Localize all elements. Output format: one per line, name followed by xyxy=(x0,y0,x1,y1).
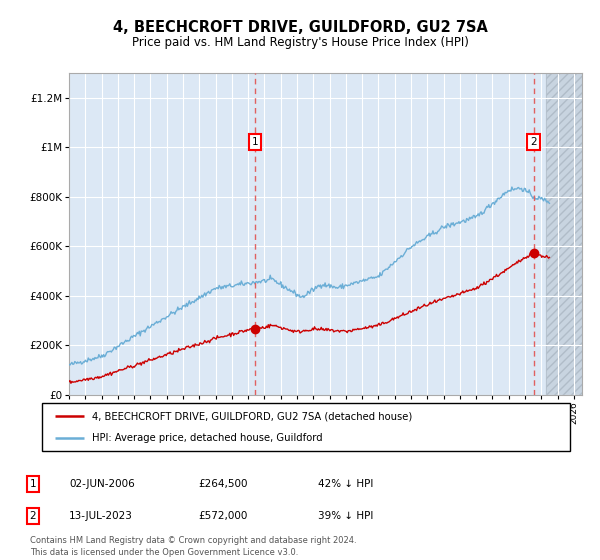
Text: HPI: Average price, detached house, Guildford: HPI: Average price, detached house, Guil… xyxy=(92,433,323,443)
Text: 1: 1 xyxy=(251,137,258,147)
Text: 2: 2 xyxy=(29,511,37,521)
FancyBboxPatch shape xyxy=(42,403,570,451)
Text: £264,500: £264,500 xyxy=(198,479,248,489)
Text: Price paid vs. HM Land Registry's House Price Index (HPI): Price paid vs. HM Land Registry's House … xyxy=(131,36,469,49)
Text: 4, BEECHCROFT DRIVE, GUILDFORD, GU2 7SA (detached house): 4, BEECHCROFT DRIVE, GUILDFORD, GU2 7SA … xyxy=(92,411,412,421)
Text: 39% ↓ HPI: 39% ↓ HPI xyxy=(318,511,373,521)
Text: 2: 2 xyxy=(530,137,537,147)
Text: £572,000: £572,000 xyxy=(198,511,247,521)
Text: 13-JUL-2023: 13-JUL-2023 xyxy=(69,511,133,521)
Text: Contains HM Land Registry data © Crown copyright and database right 2024.
This d: Contains HM Land Registry data © Crown c… xyxy=(30,536,356,557)
Text: 42% ↓ HPI: 42% ↓ HPI xyxy=(318,479,373,489)
Text: 4, BEECHCROFT DRIVE, GUILDFORD, GU2 7SA: 4, BEECHCROFT DRIVE, GUILDFORD, GU2 7SA xyxy=(113,20,487,35)
Text: 1: 1 xyxy=(29,479,37,489)
Bar xyxy=(546,73,582,395)
Bar xyxy=(546,73,582,395)
Text: 02-JUN-2006: 02-JUN-2006 xyxy=(69,479,135,489)
